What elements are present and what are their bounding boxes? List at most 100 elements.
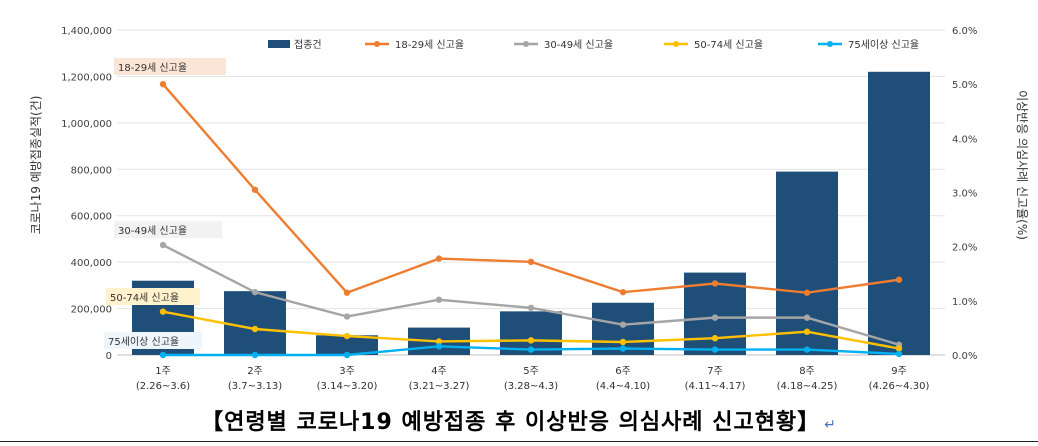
x-tick-label: 2주 xyxy=(247,366,263,377)
legend-label: 75세이상 신고율 xyxy=(848,39,919,51)
x-tick-range-label: (3.28~4.3) xyxy=(504,381,558,392)
callout-label: 18-29세 신고율 xyxy=(118,62,187,74)
bar xyxy=(316,335,378,355)
series-point xyxy=(619,338,627,346)
x-tick-label: 1주 xyxy=(155,366,171,377)
series-point xyxy=(527,346,535,353)
x-tick-label: 4주 xyxy=(431,366,447,377)
series-point xyxy=(711,346,719,353)
series-point xyxy=(803,314,811,321)
left-tick-label: 400,000 xyxy=(71,258,112,269)
callout-labels: 18-29세 신고율 30-49세 신고율 50-74세 신고율 75세이상 신고율 xyxy=(104,58,226,349)
series-point xyxy=(435,296,443,303)
series-point xyxy=(619,345,627,352)
series-point xyxy=(251,288,259,296)
x-tick-range-label: (3.21~3.27) xyxy=(409,381,470,392)
series-point xyxy=(251,325,259,333)
callout-label: 30-49세 신고율 xyxy=(118,225,187,237)
series-point xyxy=(895,345,903,352)
series-point xyxy=(803,289,811,296)
series-point xyxy=(435,338,443,345)
left-tick-label: 600,000 xyxy=(71,212,112,223)
x-axis-ticks: 1주 (2.26~3.6) 2주 (3.7~3.13) 3주 (3.14~3.20) 4주 (… xyxy=(136,366,930,392)
series-point xyxy=(711,314,719,321)
series-point xyxy=(619,288,627,296)
callout-box xyxy=(106,288,200,305)
series-point xyxy=(343,332,351,340)
left-tick-label: 800,000 xyxy=(71,165,112,176)
series-point xyxy=(711,335,719,342)
series-point xyxy=(251,186,259,193)
series-point xyxy=(619,321,627,328)
bar xyxy=(776,171,838,355)
x-tick-label: 6주 xyxy=(615,366,631,377)
legend-label: 18-29세 신고율 xyxy=(395,39,464,51)
series-point xyxy=(527,258,535,266)
left-tick-label: 1,000,000 xyxy=(61,119,112,130)
left-tick-label: 1,400,000 xyxy=(61,26,112,37)
left-tick-label: 200,000 xyxy=(71,305,112,316)
x-tick-range-label: (3.14~3.20) xyxy=(317,381,378,392)
series-point xyxy=(435,343,443,350)
series-point xyxy=(435,255,443,262)
callout-box xyxy=(114,221,222,238)
x-tick-range-label: (2.26~3.6) xyxy=(136,381,190,392)
series-point xyxy=(159,351,167,359)
right-tick-label: 5.0% xyxy=(952,80,977,91)
series-point xyxy=(527,337,535,344)
right-tick-label: 1.0% xyxy=(952,297,977,308)
right-tick-label: 4.0% xyxy=(952,134,977,145)
series-point xyxy=(895,276,903,283)
legend-label: 접종건 xyxy=(294,39,322,51)
left-tick-label: 1,200,000 xyxy=(61,72,112,83)
bar-series xyxy=(132,71,930,356)
series-point xyxy=(159,308,167,315)
x-tick-label: 8주 xyxy=(799,366,815,377)
series-point xyxy=(343,351,351,359)
right-tick-label: 0.0% xyxy=(952,351,977,362)
series-point xyxy=(803,346,811,353)
bar xyxy=(224,291,286,355)
right-axis-ticks: 0.0% 1.0% 2.0% 3.0% 4.0% 5.0% 6.0% xyxy=(952,26,977,362)
callout-box xyxy=(114,58,226,75)
left-tick-label: 0 xyxy=(106,351,112,362)
series-point xyxy=(895,350,903,358)
series-point xyxy=(343,289,351,296)
right-tick-label: 3.0% xyxy=(952,189,977,200)
x-tick-range-label: (4.4~4.10) xyxy=(596,381,650,392)
return-mark-icon: ↵ xyxy=(824,417,837,433)
caption-text: 【연령별 코로나19 예방접종 후 이상반응 의심사례 신고현황】 xyxy=(201,410,821,435)
series-point xyxy=(527,304,535,312)
left-axis-title: 코로나19 예방접종실적(건) xyxy=(29,96,43,235)
legend-swatch-marker xyxy=(374,41,380,47)
legend-label: 30-49세 신고율 xyxy=(544,39,613,51)
legend-swatch-marker xyxy=(673,41,679,47)
x-tick-label: 5주 xyxy=(523,366,539,377)
right-tick-label: 2.0% xyxy=(952,243,977,254)
series-point xyxy=(251,351,259,359)
x-tick-label: 7주 xyxy=(707,366,723,377)
x-tick-range-label: (3.7~3.13) xyxy=(228,381,282,392)
x-tick-range-label: (4.26~4.30) xyxy=(869,381,930,392)
series-point xyxy=(803,328,811,335)
x-tick-label: 3주 xyxy=(339,366,355,377)
right-axis-title: 이상반응 의심사례 신고율(%) xyxy=(1015,90,1029,240)
callout-label: 75세이상 신고율 xyxy=(108,336,179,348)
line-series xyxy=(159,80,903,359)
chart-caption: 【연령별 코로나19 예방접종 후 이상반응 의심사례 신고현황】 ↵ xyxy=(0,404,1038,436)
right-tick-label: 6.0% xyxy=(952,26,977,37)
legend-swatch-marker xyxy=(827,41,833,47)
legend-swatch-bar xyxy=(268,40,290,48)
series-point xyxy=(711,280,719,287)
bar xyxy=(868,71,930,356)
bottom-divider xyxy=(0,441,1038,442)
series-point xyxy=(159,241,167,249)
left-axis-ticks: 0 200,000 400,000 600,000 800,000 1,000,000 1,… xyxy=(61,26,112,362)
series-point xyxy=(343,313,351,320)
callout-label: 50-74세 신고율 xyxy=(110,292,179,304)
x-tick-label: 9주 xyxy=(891,366,907,377)
legend-swatch-marker xyxy=(523,41,529,47)
chart: 0 200,000 400,000 600,000 800,000 1,000,000 1,… xyxy=(29,26,1029,392)
x-tick-range-label: (4.11~4.17) xyxy=(685,381,746,392)
callout-box xyxy=(104,332,202,349)
